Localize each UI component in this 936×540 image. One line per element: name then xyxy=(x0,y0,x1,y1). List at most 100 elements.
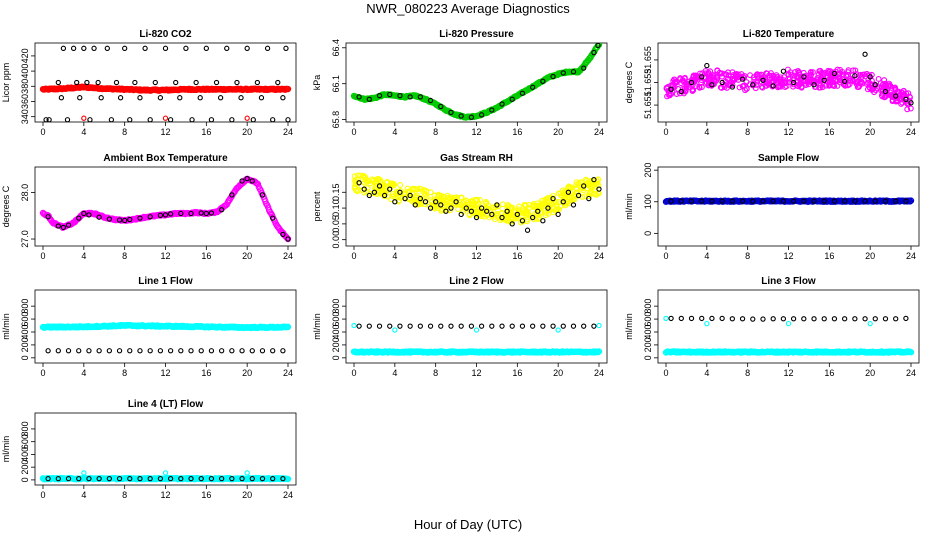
data-point xyxy=(743,79,750,85)
data-point xyxy=(178,348,184,354)
data-point xyxy=(95,79,101,86)
data-point xyxy=(668,86,674,92)
data-point xyxy=(81,115,87,121)
data-point xyxy=(147,214,153,220)
data-point xyxy=(397,182,404,188)
data-point xyxy=(183,45,189,51)
data-point xyxy=(70,45,77,51)
figure-x-axis-label: Hour of Day (UTC) xyxy=(413,517,523,532)
y-tick-label: 400 xyxy=(20,447,30,462)
data-point xyxy=(60,45,67,51)
x-tick-label: 16 xyxy=(824,251,834,261)
data-point xyxy=(739,76,746,82)
data-point xyxy=(816,68,823,75)
data-point xyxy=(903,90,910,97)
data-point xyxy=(238,95,244,101)
data-point xyxy=(570,69,577,75)
y-tick-label: 400 xyxy=(20,64,30,79)
data-point xyxy=(867,320,873,327)
data-point xyxy=(677,75,684,82)
series-1 xyxy=(351,172,602,226)
data-point xyxy=(858,79,865,86)
data-point xyxy=(581,65,587,71)
x-tick-label: 0 xyxy=(663,368,668,378)
data-point xyxy=(433,199,439,205)
data-point xyxy=(714,67,721,74)
data-point xyxy=(489,211,495,218)
data-point xyxy=(65,222,72,228)
data-point xyxy=(801,198,807,204)
data-point xyxy=(491,216,498,223)
x-tick-label: 8 xyxy=(122,490,127,500)
data-point xyxy=(794,78,801,85)
data-point xyxy=(811,82,817,88)
data-point xyxy=(249,348,255,354)
x-tick-label: 24 xyxy=(283,251,293,261)
data-point xyxy=(366,96,372,102)
data-point xyxy=(908,100,914,106)
data-point xyxy=(157,475,164,482)
data-point xyxy=(423,193,430,200)
data-point xyxy=(733,72,740,78)
data-point xyxy=(862,198,868,204)
data-point xyxy=(849,77,856,84)
data-point xyxy=(177,95,183,101)
data-point xyxy=(739,198,746,204)
data-point xyxy=(743,85,750,92)
data-point xyxy=(270,475,276,482)
y-tick-label: 600 xyxy=(331,312,341,327)
data-point xyxy=(208,348,215,354)
x-tick-label: 24 xyxy=(906,251,916,261)
data-point xyxy=(593,177,600,184)
x-tick-label: 4 xyxy=(81,127,86,137)
data-point xyxy=(709,198,715,204)
data-point xyxy=(702,70,709,77)
y-axis-label: ml/min xyxy=(624,313,634,340)
y-tick-label: 800 xyxy=(20,299,30,314)
data-point xyxy=(882,81,889,88)
data-point xyxy=(443,208,449,214)
x-tick-label: 20 xyxy=(242,490,252,500)
data-point xyxy=(132,79,138,86)
data-point xyxy=(270,348,276,354)
data-point xyxy=(702,68,709,74)
data-point xyxy=(882,94,889,101)
series-2 xyxy=(663,315,873,327)
data-point xyxy=(844,82,851,89)
data-point xyxy=(45,348,51,354)
data-point xyxy=(489,107,495,113)
data-point xyxy=(244,45,250,51)
data-point xyxy=(270,215,276,221)
data-point xyxy=(108,117,115,122)
data-point xyxy=(570,202,577,208)
data-point xyxy=(778,80,785,87)
data-point xyxy=(284,323,292,331)
data-point xyxy=(709,82,715,88)
data-point xyxy=(157,212,164,218)
x-tick-label: 0 xyxy=(40,368,45,378)
data-point xyxy=(678,315,684,322)
data-point xyxy=(167,475,174,482)
data-point xyxy=(468,114,475,120)
data-point xyxy=(259,348,266,354)
data-point xyxy=(142,45,148,51)
data-point xyxy=(244,175,250,182)
data-point xyxy=(106,475,113,482)
x-tick-label: 20 xyxy=(553,368,563,378)
x-tick-label: 20 xyxy=(553,127,563,137)
data-point xyxy=(688,198,695,204)
y-axis-label: Licor ppm xyxy=(1,63,11,103)
data-point xyxy=(509,323,515,329)
data-point xyxy=(781,79,788,86)
data-point xyxy=(865,80,872,86)
data-point xyxy=(673,79,680,85)
data-point xyxy=(218,207,225,213)
y-tick-label: 0.15 xyxy=(331,184,341,202)
y-axis-label: ml/min xyxy=(312,313,322,340)
data-point xyxy=(841,198,848,204)
data-point xyxy=(565,183,572,190)
data-point xyxy=(137,215,143,221)
data-point xyxy=(893,93,899,99)
data-point xyxy=(162,45,169,51)
data-point xyxy=(704,62,710,69)
